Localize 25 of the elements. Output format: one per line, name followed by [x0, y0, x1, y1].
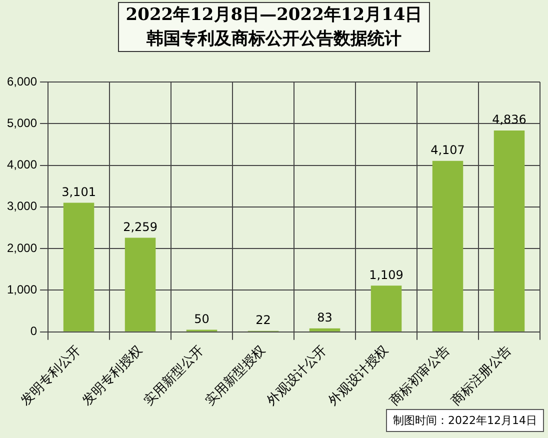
data-label: 1,109 — [369, 268, 404, 282]
bar — [494, 130, 525, 332]
y-tick-label: 4,000 — [7, 158, 38, 172]
y-tick-label: 3,000 — [7, 199, 38, 214]
data-label: 4,836 — [492, 112, 526, 127]
bar — [309, 328, 340, 332]
data-label: 22 — [256, 313, 271, 328]
data-label: 4,107 — [430, 142, 465, 157]
data-label: 3,101 — [62, 184, 96, 199]
data-label: 2,259 — [123, 220, 158, 234]
bar — [63, 202, 94, 332]
y-tick-label: 5,000 — [7, 116, 38, 130]
data-label: 83 — [317, 310, 332, 324]
y-tick-label: 6,000 — [7, 74, 38, 88]
bar — [124, 238, 156, 332]
y-tick-label: 2,000 — [7, 240, 38, 255]
chart-title: 2022年12月8日—2022年12月14日 — [124, 4, 424, 27]
bar — [370, 286, 402, 332]
x-tick-label: 商标注册公告 — [448, 342, 514, 408]
text: 制图时间：2022年12月14日 — [386, 409, 544, 432]
y-tick-label: 0 — [30, 324, 38, 338]
data-label: 50 — [194, 312, 210, 326]
y-tick-label: 1,000 — [7, 282, 38, 296]
bar — [432, 160, 464, 332]
chart-subtitle: 韩国专利及商标公开公告数据统计 — [146, 28, 402, 51]
